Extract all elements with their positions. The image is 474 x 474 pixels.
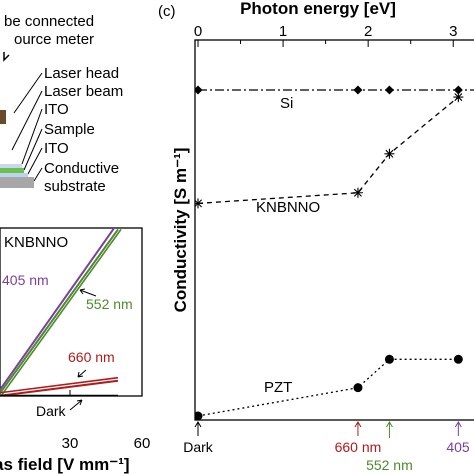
left-x-tick-label: 60 [134,435,151,452]
series-label-si: Si [280,95,293,112]
series-line-552nm-return [0,228,122,396]
annotation-dark: Dark [36,403,67,419]
marker-pzt [353,383,363,393]
y-axis-title: Conductivity [S m⁻¹] [171,148,190,313]
ito-bottom-layer [0,173,28,177]
marker-pzt [195,411,203,420]
annotation-660nm: 660 nm [68,349,115,365]
left-plot-title: KNBNNO [4,234,68,251]
left-plot-x-ticks: 30 60 [62,390,151,452]
left-plot-series [0,228,122,396]
left-iv-plot: KNBNNO 405 nm 552 nm 660 nm Dark 30 60 as… [0,227,151,474]
wire-icon [3,52,10,62]
left-plot-frame [0,227,143,397]
bottom-wavelength-labels: Dark 660 nm 552 nm 405 [183,421,470,473]
wavelength-label: 552 nm [366,457,413,473]
top-x-tick-label: 3 [449,23,457,40]
panel-label-c: (c) [158,3,176,20]
sample-layer [0,168,24,173]
annotation-552nm: 552 nm [86,296,133,312]
wavelength-label: 405 [446,439,470,455]
marker-pzt [384,354,394,364]
top-x-tick-label: 0 [194,23,202,40]
right-conductivity-plot: (c) Photon energy [eV] 0 1 2 3 Conductivity… [158,0,474,473]
marker-si [453,85,463,95]
wavelength-arrowhead-icon [354,421,362,428]
marker-knbnno [195,198,203,209]
top-x-tick-label: 2 [364,23,372,40]
series-label-knbnno: KNBNNO [256,199,320,216]
arrow-dark-icon [69,399,83,411]
series-line-660nm-return [0,376,119,394]
left-plot-xlabel: as field [V mm⁻¹] [0,455,130,474]
marker-pzt [453,354,463,364]
laser-head-shape [0,110,6,124]
marker-knbnno [352,187,363,198]
setup-label-laser-head: Laser head [44,65,119,82]
setup-label-ito-top: ITO [44,101,69,118]
top-axis-title: Photon energy [eV] [240,0,396,18]
arrow-660-icon [77,369,87,378]
setup-leader-lines [11,72,43,182]
setup-label-source-meter-1: be connected [4,13,94,30]
top-x-tick-label: 1 [279,23,287,40]
wavelength-arrowhead-icon [386,421,393,428]
wavelength-label: 660 nm [335,439,382,455]
substrate-layer [0,177,34,188]
marker-si [353,85,363,95]
setup-label-laser-beam: Laser beam [44,83,123,100]
right-plot-series [195,85,474,420]
setup-label-ito-bottom: ITO [44,140,69,157]
series-line-552-nm [0,228,119,395]
setup-label-sample: Sample [44,121,95,138]
ito-top-layer [0,164,22,168]
setup-schematic: be connected ource meter Laser head Lase… [0,13,123,195]
setup-label-conductive: Conductive [44,160,119,177]
marker-si [195,85,203,95]
series-line-660-nm [0,379,119,396]
marker-knbnno [384,148,395,159]
series-line-pzt [197,358,459,417]
setup-label-substrate: substrate [44,178,106,195]
marker-si [384,85,394,95]
arrow-552-icon [79,288,97,297]
marker-knbnno [453,92,464,103]
series-label-pzt: PZT [264,379,292,396]
right-plot-frame [194,39,474,421]
left-x-tick-label: 30 [62,435,79,452]
annotation-405nm: 405 nm [2,272,49,288]
wavelength-arrowhead-icon [194,421,202,428]
series-line-knbnno [197,96,459,205]
wavelength-arrowhead-icon [454,421,462,428]
setup-label-source-meter-2: ource meter [14,31,94,48]
series-line-405-nm [0,228,116,392]
wavelength-label: Dark [183,439,214,455]
top-axis-ticks: 0 1 2 3 [194,23,457,47]
